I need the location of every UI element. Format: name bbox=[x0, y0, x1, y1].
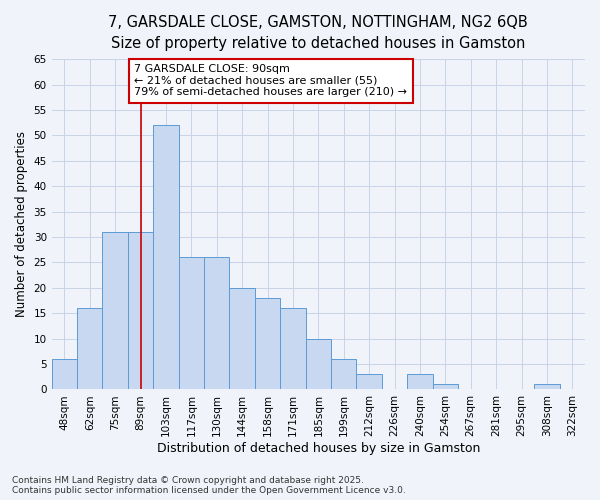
Bar bbox=[153, 125, 179, 390]
Bar bbox=[534, 384, 560, 390]
Y-axis label: Number of detached properties: Number of detached properties bbox=[15, 132, 28, 318]
Bar bbox=[280, 308, 305, 390]
Bar bbox=[407, 374, 433, 390]
Bar bbox=[103, 232, 128, 390]
Bar bbox=[433, 384, 458, 390]
Bar bbox=[356, 374, 382, 390]
Bar bbox=[52, 359, 77, 390]
Bar bbox=[255, 298, 280, 390]
Bar bbox=[204, 258, 229, 390]
Bar bbox=[331, 359, 356, 390]
Text: Contains HM Land Registry data © Crown copyright and database right 2025.
Contai: Contains HM Land Registry data © Crown c… bbox=[12, 476, 406, 495]
Title: 7, GARSDALE CLOSE, GAMSTON, NOTTINGHAM, NG2 6QB
Size of property relative to det: 7, GARSDALE CLOSE, GAMSTON, NOTTINGHAM, … bbox=[109, 15, 528, 51]
Bar bbox=[229, 288, 255, 390]
Bar bbox=[179, 258, 204, 390]
Text: 7 GARSDALE CLOSE: 90sqm
← 21% of detached houses are smaller (55)
79% of semi-de: 7 GARSDALE CLOSE: 90sqm ← 21% of detache… bbox=[134, 64, 407, 98]
Bar bbox=[128, 232, 153, 390]
Bar bbox=[77, 308, 103, 390]
Bar bbox=[305, 338, 331, 390]
X-axis label: Distribution of detached houses by size in Gamston: Distribution of detached houses by size … bbox=[157, 442, 480, 455]
